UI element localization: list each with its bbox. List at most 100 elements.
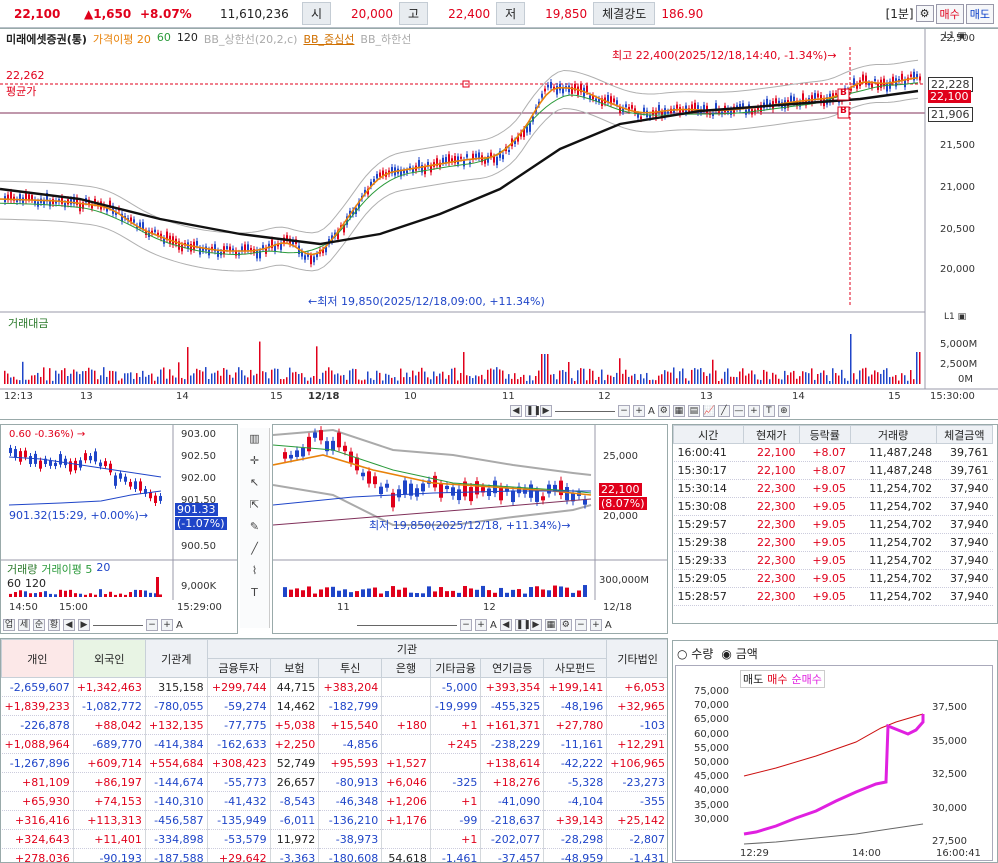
cursor-icon[interactable]: ⇱: [249, 498, 260, 511]
col-insurance[interactable]: 보험: [269, 658, 320, 678]
col-private-fund[interactable]: 사모펀드: [543, 658, 608, 678]
col-bank[interactable]: 은행: [381, 658, 431, 678]
daily-candle: [415, 488, 419, 497]
buy-button[interactable]: 매수: [935, 3, 964, 24]
table-row[interactable]: 15:28:57 22,300 +9.05 11,254,702 37,940: [673, 587, 993, 606]
text-tool-icon[interactable]: T: [251, 586, 258, 599]
daily-chart-svg[interactable]: [273, 425, 668, 634]
col-price[interactable]: 현재가: [742, 425, 800, 444]
x-tick: 12:13: [4, 391, 33, 402]
zoom-slider[interactable]: [357, 624, 457, 626]
table-row[interactable]: +81,109 +86,197 -144,674 -55,773 26,657 -80,9…: [1, 772, 667, 792]
trendline-icon[interactable]: ╱: [251, 542, 258, 555]
pane-icon-2[interactable]: L1 ▣: [944, 312, 967, 322]
col-inst-total[interactable]: 기관계: [144, 639, 208, 678]
index-ma-line: [8, 456, 162, 478]
crosshair-icon[interactable]: ✛: [249, 454, 260, 467]
col-amount[interactable]: 체결금액: [935, 425, 994, 444]
table-row[interactable]: 15:29:57 22,300 +9.05 11,254,702 37,940: [673, 515, 993, 534]
x-tick: 12:29: [740, 848, 769, 859]
pane-icon[interactable]: L1 ▣: [944, 31, 967, 41]
candle: [553, 86, 555, 90]
candle: [301, 251, 303, 257]
daily-volume-bar: [313, 593, 317, 597]
col-other-fin[interactable]: 기타금융: [429, 658, 482, 678]
table-row[interactable]: +65,930 +74,153 -140,310 -41,432 -8,543 -46,3…: [1, 791, 667, 811]
volume-bar: [139, 377, 141, 384]
candle: [325, 246, 327, 253]
zoom-in-icon: +: [475, 619, 487, 631]
daily-candle: [565, 487, 569, 501]
daily-volume-bar: [529, 587, 533, 597]
candle: [793, 96, 795, 104]
radio-amount[interactable]: ◉ 금액: [721, 647, 758, 661]
table-row[interactable]: 15:29:05 22,300 +9.05 11,254,702 37,940: [673, 569, 993, 588]
candle: [655, 110, 657, 119]
index-chart-svg[interactable]: [1, 425, 238, 634]
tab-hwang[interactable]: 황: [48, 619, 60, 631]
pen-icon[interactable]: ✎: [249, 520, 260, 533]
interval-selector[interactable]: [1분]: [885, 7, 914, 21]
chart-type-icon[interactable]: ▥: [249, 432, 260, 445]
gear-icon[interactable]: ⚙: [915, 5, 934, 22]
volume-bar: [898, 380, 900, 384]
table-cell: 15:28:57: [673, 587, 744, 606]
volume-bar: [886, 368, 888, 384]
daily-toolbar[interactable]: − + A ◀ ❚❚ ▶ ▦ ⚙ − + A: [357, 617, 612, 633]
pointer-icon[interactable]: ↖: [249, 476, 260, 489]
radio-quantity[interactable]: ○ 수량: [677, 647, 714, 661]
col-trust[interactable]: 투신: [318, 658, 383, 678]
daily-volume-bar: [421, 593, 425, 597]
zoom-slider[interactable]: [93, 624, 143, 626]
col-rate[interactable]: 등락률: [798, 425, 851, 444]
zoom-slider[interactable]: [555, 410, 615, 412]
table-row[interactable]: -226,878 +88,042 +132,135 -77,775 +5,038 +15,…: [1, 715, 667, 735]
table-row[interactable]: 15:29:33 22,300 +9.05 11,254,702 37,940: [673, 551, 993, 570]
table-cell: +9.05: [799, 587, 851, 606]
table-row[interactable]: +316,416 +113,313 -456,587 -135,949 -6,011 -1…: [1, 810, 667, 830]
x-tick: 15: [888, 391, 901, 402]
candle: [778, 100, 780, 104]
col-pension[interactable]: 연기금등: [480, 658, 545, 678]
daily-candle: [583, 499, 587, 505]
table-row[interactable]: +278,036 -90,193 -187,588 +29,642 -3,363 -180…: [1, 848, 667, 862]
price-chart-svg[interactable]: [0, 29, 998, 420]
candle: [520, 132, 522, 137]
table-row[interactable]: 15:30:14 22,300 +9.05 11,254,702 37,940: [673, 479, 993, 498]
table-row[interactable]: 15:30:08 22,300 +9.05 11,254,702 37,940: [673, 497, 993, 516]
col-foreign[interactable]: 외국인: [72, 639, 146, 678]
chart-toolbar[interactable]: ◀ ❚❚ ▶ − + A ⚙ ▦ ▤ 📈 ╱ — + T ⊕: [510, 403, 790, 419]
add-icon: ⊕: [777, 405, 790, 417]
investor-table-panel: 개인 외국인 기관계 기관 기타법인 금융투자 보험 투신 은행 기타금융 연기…: [0, 638, 668, 863]
candle: [400, 169, 402, 177]
table-cell: 11,254,702: [850, 551, 937, 570]
table-row[interactable]: 15:30:17 22,100 +8.07 11,487,248 39,761: [673, 461, 993, 480]
index-volume-bar: [19, 590, 22, 597]
table-row[interactable]: +1,088,964 -689,770 -414,384 -162,633 +2,250…: [1, 734, 667, 754]
tab-se[interactable]: 세: [18, 619, 30, 631]
b-marker-label-1: B: [840, 88, 847, 98]
col-time[interactable]: 시간: [673, 425, 744, 444]
y-tick: 900.50: [181, 541, 216, 552]
candle: [73, 196, 75, 205]
table-row[interactable]: -1,267,896 +609,714 +554,684 +308,423 52,749…: [1, 753, 667, 773]
table-row[interactable]: 16:00:41 22,100 +8.07 11,487,248 39,761: [673, 443, 993, 462]
flow-svg[interactable]: [676, 666, 994, 862]
sell-button[interactable]: 매도: [965, 3, 994, 24]
tab-sun[interactable]: 순: [33, 619, 45, 631]
table-row[interactable]: +1,839,233 -1,082,772 -780,055 -59,274 14,46…: [1, 696, 667, 716]
tab-up[interactable]: 업: [3, 619, 15, 631]
col-individual[interactable]: 개인: [1, 639, 74, 678]
table-row[interactable]: +324,643 +11,401 -334,898 -53,579 11,972 -38,…: [1, 829, 667, 849]
col-fin-invest[interactable]: 금융투자: [206, 658, 271, 678]
volume-bar: [7, 373, 9, 384]
table-cell: 15:30:14: [673, 479, 744, 498]
table-row[interactable]: -2,659,607 +1,342,463 315,158 +299,744 44,71…: [1, 677, 667, 697]
col-other-corp[interactable]: 기타법인: [606, 639, 667, 678]
volume-bar: [295, 371, 297, 384]
col-volume[interactable]: 거래량: [849, 425, 937, 444]
volume-bar: [673, 367, 675, 384]
auto-icon[interactable]: ⌇: [251, 564, 258, 577]
table-row[interactable]: 15:29:38 22,300 +9.05 11,254,702 37,940: [673, 533, 993, 552]
